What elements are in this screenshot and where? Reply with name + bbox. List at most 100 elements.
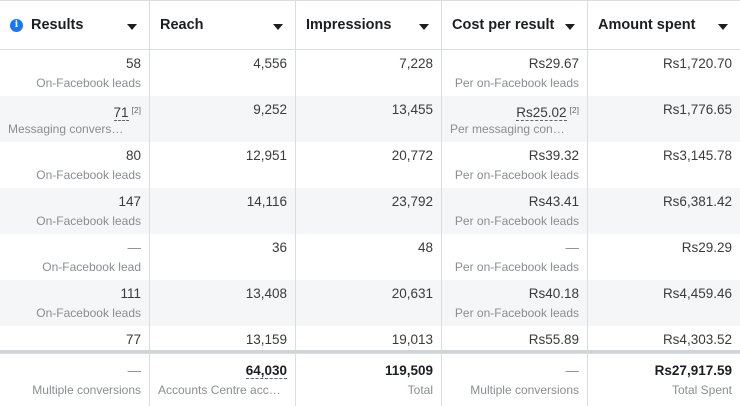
- amount-spent-cell: Rs4,459.46: [588, 280, 740, 326]
- cost-type: Per on-Facebook leads: [454, 214, 579, 228]
- amount-spent-cell: Rs1,720.70: [588, 50, 740, 96]
- total-results-value: —: [127, 363, 142, 378]
- results-type: On-Facebook leads: [36, 214, 141, 228]
- impressions-cell: 48: [296, 234, 442, 280]
- caret-down-icon[interactable]: [565, 24, 575, 30]
- total-reach-type: Accounts Centre acco…: [158, 383, 287, 397]
- impressions-value: 20,631: [391, 286, 433, 301]
- table-row: 71 [2] Messaging convers… 9,252 13,455 Rs…: [0, 96, 740, 142]
- results-type: On-Facebook leads: [36, 168, 141, 182]
- impressions-value: 48: [417, 240, 433, 255]
- column-header-label: Amount spent: [598, 17, 696, 33]
- cost-value: —: [565, 240, 580, 255]
- table-row: 58 On-Facebook leads 4,556 7,228 Rs29.67…: [0, 50, 740, 96]
- cost-per-result-cell: Rs40.18 Per on-Facebook leads: [442, 280, 588, 326]
- results-cell: 147 On-Facebook leads: [0, 188, 150, 234]
- column-header-label: Results: [31, 17, 84, 33]
- amount-spent-cell: Rs29.29: [588, 234, 740, 280]
- results-value[interactable]: 71: [113, 105, 129, 121]
- reach-cell: 4,556: [150, 50, 296, 96]
- total-cost-value: —: [565, 363, 580, 378]
- impressions-cell: 20,631: [296, 280, 442, 326]
- results-cell: — On-Facebook lead: [0, 234, 150, 280]
- info-icon[interactable]: i: [10, 18, 23, 32]
- cost-type: Per on-Facebook leads: [454, 306, 579, 320]
- cost-type: Per on-Facebook leads: [454, 168, 579, 182]
- results-type: On-Facebook leads: [36, 76, 141, 90]
- results-value: 147: [118, 194, 141, 209]
- reach-value: 13,408: [245, 286, 287, 301]
- totals-divider: [0, 350, 740, 353]
- amount-spent-cell: Rs6,381.42: [588, 188, 740, 234]
- results-cell: 80 On-Facebook leads: [0, 142, 150, 188]
- total-impressions-type: Total: [407, 383, 433, 397]
- table-row: 111 On-Facebook leads 13,408 20,631 Rs40…: [0, 280, 740, 326]
- amount-spent-cell: Rs4,303.52: [588, 326, 740, 372]
- results-cell: 77: [0, 326, 150, 372]
- footnote-marker: [2]: [569, 105, 579, 115]
- results-value: 58: [125, 56, 141, 71]
- cost-value: Rs29.67: [528, 56, 579, 71]
- table-row: — On-Facebook lead 36 48 — Per on-Facebo…: [0, 234, 740, 280]
- total-results-cell: — Multiple conversions: [0, 354, 150, 406]
- caret-down-icon[interactable]: [273, 24, 283, 30]
- spent-value: Rs29.29: [681, 240, 732, 255]
- results-value: 80: [125, 148, 141, 163]
- impressions-cell: 19,013: [296, 326, 442, 372]
- spent-value: Rs3,145.78: [662, 148, 732, 163]
- total-impressions-cell: 119,509 Total: [296, 354, 442, 406]
- impressions-cell: 20,772: [296, 142, 442, 188]
- cost-per-result-cell: Rs25.02 [2] Per messaging con…: [442, 96, 588, 142]
- reach-value: 9,252: [253, 102, 287, 117]
- impressions-value: 23,792: [391, 194, 433, 209]
- column-header-results[interactable]: i Results: [0, 1, 150, 49]
- column-header-label: Impressions: [306, 17, 392, 33]
- table-row: 147 On-Facebook leads 14,116 23,792 Rs43…: [0, 188, 740, 234]
- reach-value: 13,159: [245, 332, 287, 347]
- cost-value: Rs55.89: [528, 332, 579, 347]
- column-header-impressions[interactable]: Impressions: [296, 1, 442, 49]
- reach-cell: 36: [150, 234, 296, 280]
- reach-value: 36: [271, 240, 287, 255]
- caret-down-icon[interactable]: [127, 24, 137, 30]
- total-cost-cell: — Multiple conversions: [442, 354, 588, 406]
- total-impressions-value: 119,509: [384, 363, 433, 378]
- cost-value[interactable]: Rs25.02: [516, 105, 567, 121]
- column-header-cost-per-result[interactable]: Cost per result: [442, 1, 588, 49]
- caret-down-icon[interactable]: [419, 24, 429, 30]
- total-results-type: Multiple conversions: [32, 383, 141, 397]
- footnote-marker: [2]: [131, 105, 141, 115]
- reach-value: 12,951: [245, 148, 287, 163]
- impressions-cell: 7,228: [296, 50, 442, 96]
- spent-value: Rs6,381.42: [662, 194, 732, 209]
- column-header-label: Reach: [160, 17, 204, 33]
- impressions-value: 20,772: [391, 148, 433, 163]
- cost-per-result-cell: Rs39.32 Per on-Facebook leads: [442, 142, 588, 188]
- column-header-amount-spent[interactable]: Amount spent: [588, 1, 740, 49]
- total-cost-type: Multiple conversions: [470, 383, 579, 397]
- reach-cell: 12,951: [150, 142, 296, 188]
- total-spent-cell: Rs27,917.59 Total Spent: [588, 354, 740, 406]
- results-value: 77: [125, 332, 141, 347]
- table-header: i Results Reach Impressions Cost per res…: [0, 0, 740, 50]
- results-type: On-Facebook lead: [42, 260, 141, 274]
- amount-spent-cell: Rs3,145.78: [588, 142, 740, 188]
- impressions-cell: 13,455: [296, 96, 442, 142]
- column-header-reach[interactable]: Reach: [150, 1, 296, 49]
- column-header-label: Cost per result: [452, 17, 555, 33]
- impressions-value: 19,013: [391, 332, 433, 347]
- table-row: 80 On-Facebook leads 12,951 20,772 Rs39.…: [0, 142, 740, 188]
- cost-per-result-cell: Rs29.67 Per on-Facebook leads: [442, 50, 588, 96]
- spent-value: Rs1,720.70: [662, 56, 732, 71]
- cost-type: Per on-Facebook leads: [454, 260, 579, 274]
- totals-row: — Multiple conversions 64,030 Accounts C…: [0, 353, 740, 406]
- results-value: 111: [120, 286, 141, 301]
- reach-value: 4,556: [253, 56, 287, 71]
- reach-cell: 14,116: [150, 188, 296, 234]
- cost-per-result-cell: — Per on-Facebook leads: [442, 234, 588, 280]
- reach-cell: 13,408: [150, 280, 296, 326]
- caret-down-icon[interactable]: [718, 24, 728, 30]
- results-cell: 58 On-Facebook leads: [0, 50, 150, 96]
- total-reach-value[interactable]: 64,030: [245, 363, 287, 379]
